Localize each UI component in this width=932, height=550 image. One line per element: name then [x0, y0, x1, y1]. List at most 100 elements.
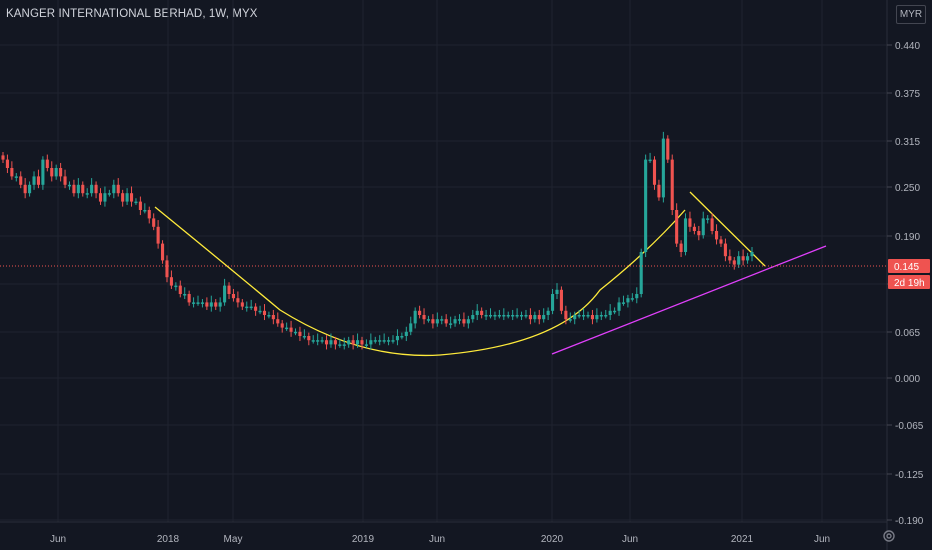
candle-body [205, 302, 209, 307]
cup-curve-line[interactable] [154, 206, 686, 357]
candle-body [387, 340, 391, 342]
candle-body [28, 184, 32, 194]
candle-body [648, 159, 652, 162]
candle-body [577, 315, 581, 317]
candle-body [316, 340, 320, 342]
candle-body [347, 340, 351, 345]
candle-body [302, 336, 306, 338]
candle-body [254, 306, 258, 311]
candle-body [595, 315, 599, 320]
candle-body [661, 138, 665, 198]
candle-body [471, 315, 475, 320]
candle-body [320, 340, 324, 342]
currency-selector-button[interactable]: MYR [896, 5, 926, 24]
candle-body [267, 315, 271, 317]
candle-body [85, 193, 89, 195]
candle-body [502, 315, 506, 317]
candle-body [72, 184, 76, 194]
candle-body [409, 323, 413, 332]
candle-body [586, 315, 590, 317]
candle-body [125, 193, 129, 202]
candle-body [262, 310, 267, 315]
candle-body [670, 159, 674, 210]
price-tick-label: -0.065 [895, 421, 924, 432]
candle-body [121, 193, 125, 202]
descending-trendline[interactable] [689, 191, 766, 267]
price-tick-label: 0.440 [895, 41, 920, 52]
candle-body [555, 289, 559, 294]
candle-body [307, 336, 311, 341]
candle-body [240, 302, 244, 307]
candle-body [360, 340, 364, 345]
candle-body [750, 252, 754, 257]
candle-body [533, 315, 537, 320]
candle-body [697, 231, 701, 236]
candle-body [435, 319, 439, 324]
candle-body [737, 256, 741, 265]
candle-body [719, 239, 723, 244]
chart-grid [0, 0, 887, 522]
candle-body [280, 323, 284, 328]
candle-body [45, 159, 49, 168]
candle-body [444, 319, 448, 324]
candle-body [652, 159, 657, 185]
candle-body [289, 327, 293, 332]
candle-body [329, 340, 333, 345]
chart-drawings [154, 191, 827, 357]
candle-body [258, 310, 262, 313]
candle-body [50, 168, 54, 177]
last-price-badge: 0.145 2d 19h [888, 259, 930, 289]
candle-body [373, 340, 377, 342]
price-tick-label: 0.065 [895, 328, 920, 339]
candle-body [511, 315, 515, 317]
time-axis[interactable]: Jun 2018 May 2019 Jun 2020 Jun 2021 Jun [50, 534, 830, 545]
candle-body [156, 226, 160, 244]
candle-body [431, 319, 435, 324]
candle-body [369, 340, 373, 345]
chart-title: KANGER INTERNATIONAL BERHAD, 1W, MYX [6, 8, 258, 20]
candle-body [391, 340, 395, 342]
candle-body [604, 315, 608, 317]
candle-body [276, 319, 280, 324]
candle-body [542, 315, 546, 320]
time-tick-label: Jun [622, 534, 638, 545]
time-tick-label: Jun [814, 534, 830, 545]
price-tick-label: 0.190 [895, 232, 920, 243]
candle-body [644, 159, 648, 252]
candle-body [480, 310, 484, 315]
candle-body [178, 285, 182, 294]
candle-body [732, 260, 736, 265]
candle-body [546, 310, 550, 315]
candle-body [422, 315, 426, 320]
candle-body [98, 193, 103, 202]
candle-body [192, 302, 196, 304]
candle-body [528, 315, 532, 320]
time-tick-label: 2018 [157, 534, 180, 545]
candle-body [701, 218, 705, 236]
candle-body [484, 315, 488, 317]
candle-body [76, 184, 80, 194]
candle-body [413, 310, 417, 324]
candle-body [639, 252, 643, 294]
candlestick-series [1, 131, 754, 350]
candle-body [475, 310, 479, 315]
time-tick-label: 2021 [731, 534, 754, 545]
candle-body [209, 302, 213, 307]
gear-icon[interactable] [881, 528, 897, 544]
candle-body [36, 176, 41, 185]
candle-body [741, 256, 745, 261]
candle-body [688, 218, 692, 227]
candle-body [493, 315, 497, 317]
price-tick-label: 0.000 [895, 374, 920, 385]
candle-body [187, 294, 191, 303]
ascending-support-line[interactable] [551, 245, 827, 355]
candle-body [1, 155, 5, 160]
candle-body [617, 302, 621, 311]
candle-body [103, 193, 107, 202]
candle-body [551, 294, 555, 311]
candle-body [746, 256, 750, 261]
candle-body [23, 184, 27, 194]
candle-body [657, 184, 661, 198]
candle-body [338, 344, 342, 346]
